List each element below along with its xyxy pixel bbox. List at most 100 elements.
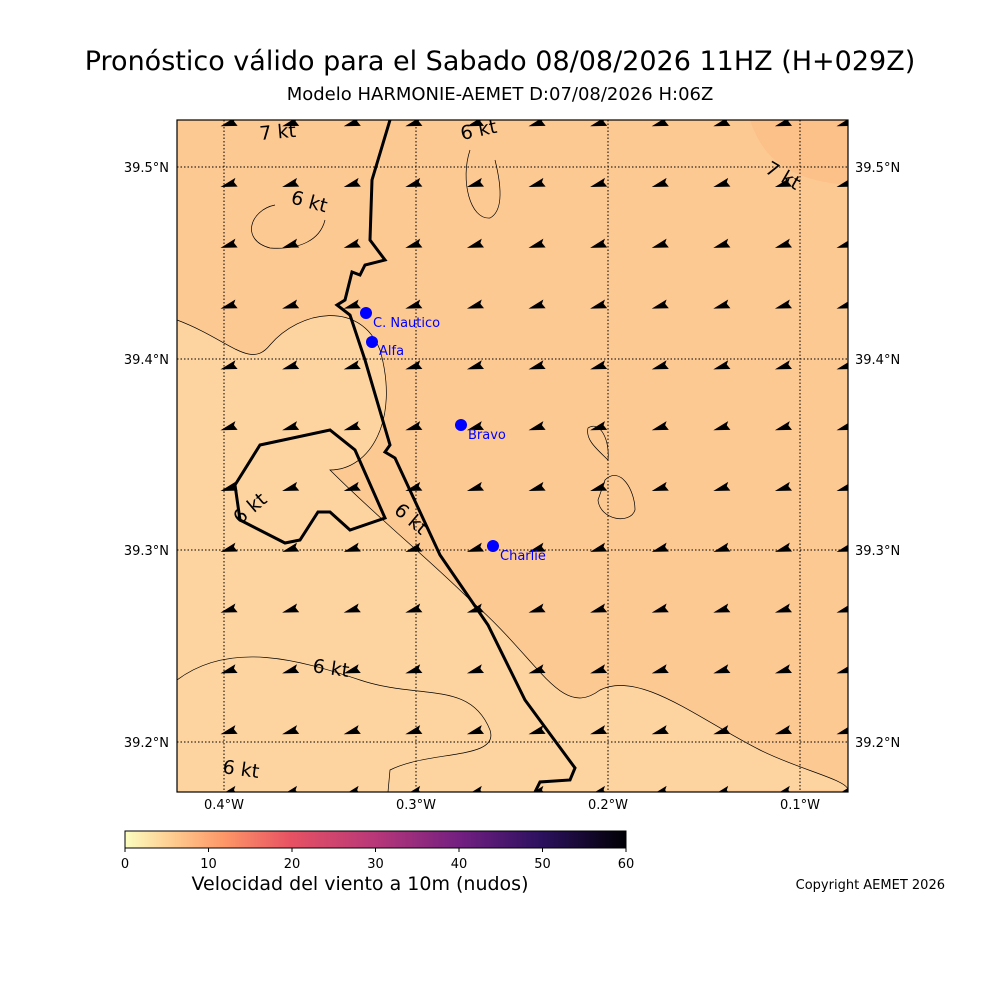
wind-arrow (343, 603, 361, 613)
wind-arrow (651, 725, 669, 735)
station-marker (360, 307, 372, 319)
lon-label: 0.3°W (396, 798, 436, 813)
wind-arrow (590, 421, 608, 431)
wind-arrow (836, 177, 848, 188)
wind-arrow (651, 603, 669, 613)
wind-arrow (651, 664, 669, 674)
wind-arrow (528, 603, 546, 613)
lat-label: 39.4°N (855, 353, 900, 368)
wind-arrow (774, 299, 793, 309)
wind-arrow (774, 664, 793, 674)
wind-arrow (220, 360, 238, 370)
wind-arrow (836, 360, 848, 370)
title: Pronóstico válido para el Sabado 08/08/2… (85, 46, 916, 77)
coastline (334, 120, 577, 792)
wind-arrow (466, 603, 485, 613)
wind-arrow (836, 603, 848, 613)
station-marker (366, 336, 378, 348)
wind-arrow (774, 785, 793, 792)
wind-arrow (405, 603, 423, 613)
wind-arrow (466, 299, 485, 309)
wind-arrow (220, 481, 238, 492)
stations: C. Nautico Alfa Bravo Charlie (360, 307, 546, 564)
wind-arrow (528, 481, 546, 492)
wind-arrow (405, 664, 423, 674)
lon-label: 0.1°W (780, 798, 820, 813)
wind-arrow (713, 421, 731, 431)
lat-label: 39.4°N (124, 353, 169, 368)
wind-arrow (713, 725, 731, 735)
wind-arrow (405, 481, 423, 492)
lat-label: 39.5°N (855, 161, 900, 176)
wind-arrow (405, 120, 423, 127)
wind-arrow (774, 360, 793, 370)
station-marker (455, 419, 467, 431)
contour-label: 6 kt (311, 655, 350, 682)
contour (177, 315, 848, 791)
wind-arrow (220, 421, 238, 431)
wind-arrow (713, 238, 731, 248)
colorbar-tick-label: 40 (451, 857, 468, 872)
wind-arrow (405, 421, 423, 431)
wind-arrow (343, 238, 361, 248)
wind-arrow (282, 238, 300, 248)
wind-arrow (220, 785, 238, 792)
wind-arrow (713, 603, 731, 613)
wind-arrow (466, 421, 485, 431)
wind-arrow (466, 177, 485, 188)
map-area: 7 kt 6 kt 6 kt 7 kt 6 kt 6 kt 6 kt 6 kt (177, 120, 848, 792)
wind-arrow (774, 177, 793, 188)
colorbar-label: Velocidad del viento a 10m (nudos) (192, 873, 529, 895)
wind-arrow (405, 177, 423, 188)
wind-arrow (651, 481, 669, 492)
wind-arrow (343, 299, 361, 309)
wind-arrow (466, 785, 485, 792)
wind-arrow (220, 603, 238, 613)
colorbar: 0 10 20 30 40 50 60 (121, 830, 634, 872)
wind-arrow (774, 725, 793, 735)
wind-arrow (836, 725, 848, 735)
wind-arrow (651, 785, 669, 792)
wind-arrow (466, 360, 485, 370)
wind-arrow (343, 421, 361, 431)
wind-arrow (466, 664, 485, 674)
wind-arrow (282, 360, 300, 370)
wind-arrow (466, 238, 485, 248)
wind-arrow (528, 120, 546, 127)
station-label: C. Nautico (373, 316, 440, 331)
wind-arrow (774, 603, 793, 613)
wind-arrow (220, 664, 238, 674)
wind-arrow (282, 481, 300, 492)
wind-arrow (282, 785, 300, 792)
wind-arrow (528, 785, 546, 792)
wind-arrow (713, 299, 731, 309)
wind-arrow (405, 725, 423, 735)
wind-arrow (713, 360, 731, 370)
wind-arrow (220, 725, 238, 735)
wind-arrow (836, 542, 848, 552)
wind-arrow (405, 360, 423, 370)
dark-zone (750, 120, 848, 185)
wind-arrow (282, 725, 300, 735)
lat-labels: 39.5°N 39.4°N 39.3°N 39.2°N 39.5°N 39.4°… (124, 161, 900, 751)
wind-arrow (343, 785, 361, 792)
wind-arrow (836, 299, 848, 309)
wind-arrow (220, 177, 238, 188)
wind-arrow (220, 299, 238, 309)
wind-arrow (528, 238, 546, 248)
contour (465, 149, 501, 219)
colorbar-tick-label: 0 (121, 857, 129, 872)
lat-label: 39.2°N (124, 736, 169, 751)
wind-arrow (220, 238, 238, 248)
wind-arrow (590, 481, 608, 492)
wind-arrow (713, 120, 731, 127)
colorbar-gradient (124, 830, 627, 849)
wind-arrow (528, 725, 546, 735)
wind-arrow (651, 177, 669, 188)
wind-arrow (651, 421, 669, 431)
wind-arrow (343, 481, 361, 492)
wind-arrow (590, 664, 608, 674)
wind-arrow (343, 725, 361, 735)
wind-arrow (713, 542, 731, 552)
wind-arrow (590, 725, 608, 735)
